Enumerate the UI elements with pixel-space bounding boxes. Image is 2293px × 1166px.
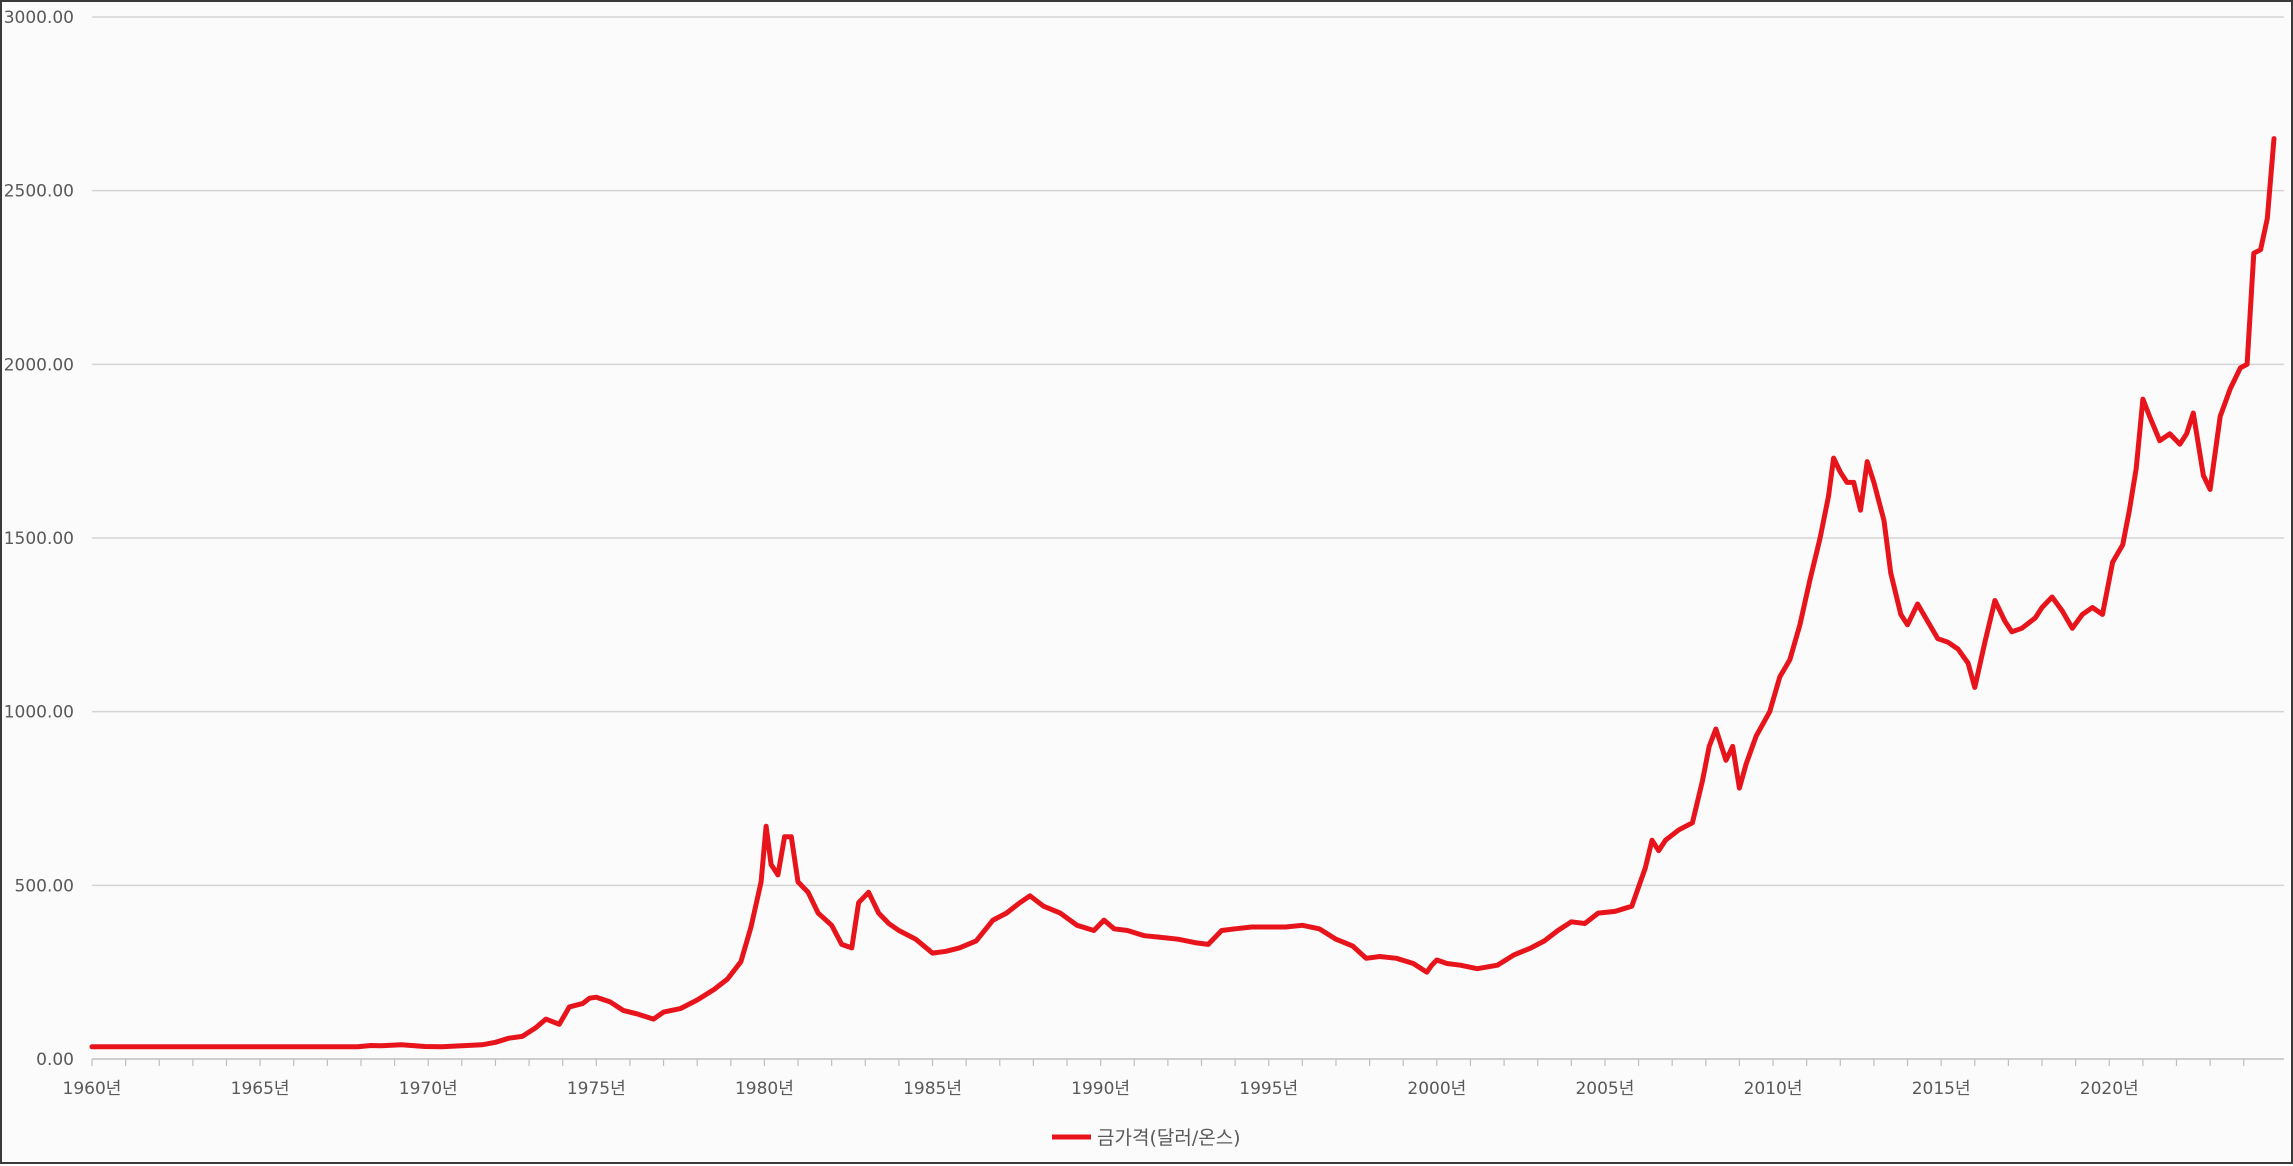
x-tick-label: 1995년 — [1239, 1079, 1298, 1099]
x-tick-label: 1960년 — [63, 1079, 122, 1099]
x-tick-label: 2005년 — [1575, 1079, 1634, 1099]
legend: 금가격(달러/온스) — [1052, 1127, 1241, 1149]
x-tick-label: 2000년 — [1407, 1079, 1466, 1099]
gridlines — [92, 16, 2284, 887]
x-tick-label: 1975년 — [567, 1079, 626, 1099]
legend-label: 금가격(달러/온스) — [1097, 1127, 1241, 1149]
x-tick-label: 2020년 — [2080, 1079, 2139, 1099]
x-tick-label: 1980년 — [735, 1079, 794, 1099]
x-tick-label: 1990년 — [1071, 1079, 1130, 1099]
y-tick-label: 2000.00 — [4, 355, 74, 375]
y-axis: 0.00 500.00 1000.00 1500.00 2000.00 2500.00 30… — [4, 8, 74, 1070]
x-tick-label: 1985년 — [903, 1079, 962, 1099]
x-axis-labels: 1960년 1965년 1970년 1975년 1980년 1985년 1990년 1995년… — [63, 1079, 2139, 1099]
x-tick-label: 1970년 — [399, 1079, 458, 1099]
y-tick-label: 1500.00 — [4, 529, 74, 549]
x-axis — [91, 1058, 2284, 1066]
y-tick-label: 2500.00 — [4, 182, 74, 202]
x-tick-label: 2015년 — [1912, 1079, 1971, 1099]
y-tick-label: 3000.00 — [4, 8, 74, 28]
y-tick-label: 1000.00 — [4, 703, 74, 723]
x-tick-label: 2010년 — [1744, 1079, 1803, 1099]
x-tick-label: 1965년 — [231, 1079, 290, 1099]
series-layer — [89, 136, 2277, 1050]
series-line — [89, 136, 2277, 1050]
y-tick-label: 0.00 — [36, 1050, 74, 1070]
y-tick-label: 500.00 — [15, 876, 74, 896]
